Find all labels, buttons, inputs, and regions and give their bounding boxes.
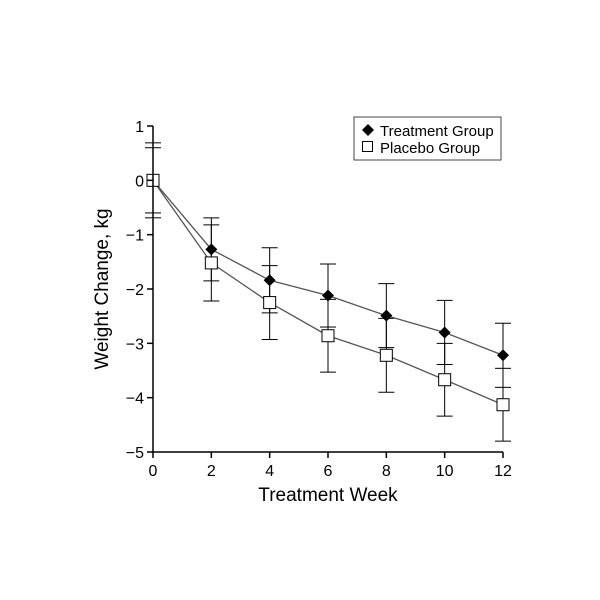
x-tick-label: 8 [382,463,391,480]
y-tick-label: 1 [135,119,144,136]
x-tick-label: 0 [149,463,158,480]
data-point-placebo [379,348,393,362]
data-point-placebo [321,329,335,343]
legend: Treatment Group Placebo Group [353,116,502,161]
y-tick-label: −3 [126,336,144,353]
legend-box [353,116,502,161]
x-tick-label: 4 [265,463,274,480]
y-tick-label: −1 [126,228,144,245]
data-point-placebo [204,256,218,270]
x-tick-label: 10 [436,463,454,480]
data-point-treatment [497,349,509,362]
data-point-placebo [438,373,452,387]
data-point-treatment [322,289,334,302]
y-axis-label: Weight Change, kg [92,208,113,369]
x-tick-label: 6 [324,463,333,480]
y-tick-label: 0 [135,173,144,190]
data-point-treatment [205,243,218,256]
legend-label-treatment: Treatment Group [380,123,494,140]
legend-diamond-icon [362,124,374,136]
data-point-treatment [438,326,451,339]
data-point-treatment [263,274,276,287]
data-point-treatment [380,309,393,322]
y-tick-label: −2 [126,282,144,299]
x-axis-label: Treatment Week [258,485,398,506]
data-point-placebo [496,398,510,412]
x-tick-label: 12 [494,463,512,480]
x-tick-label: 2 [207,463,216,480]
y-tick-label: −4 [126,391,144,408]
legend-square-icon [362,141,373,152]
y-tick-label: −5 [126,445,144,462]
data-point-placebo [263,296,277,310]
legend-label-placebo: Placebo Group [380,140,480,157]
